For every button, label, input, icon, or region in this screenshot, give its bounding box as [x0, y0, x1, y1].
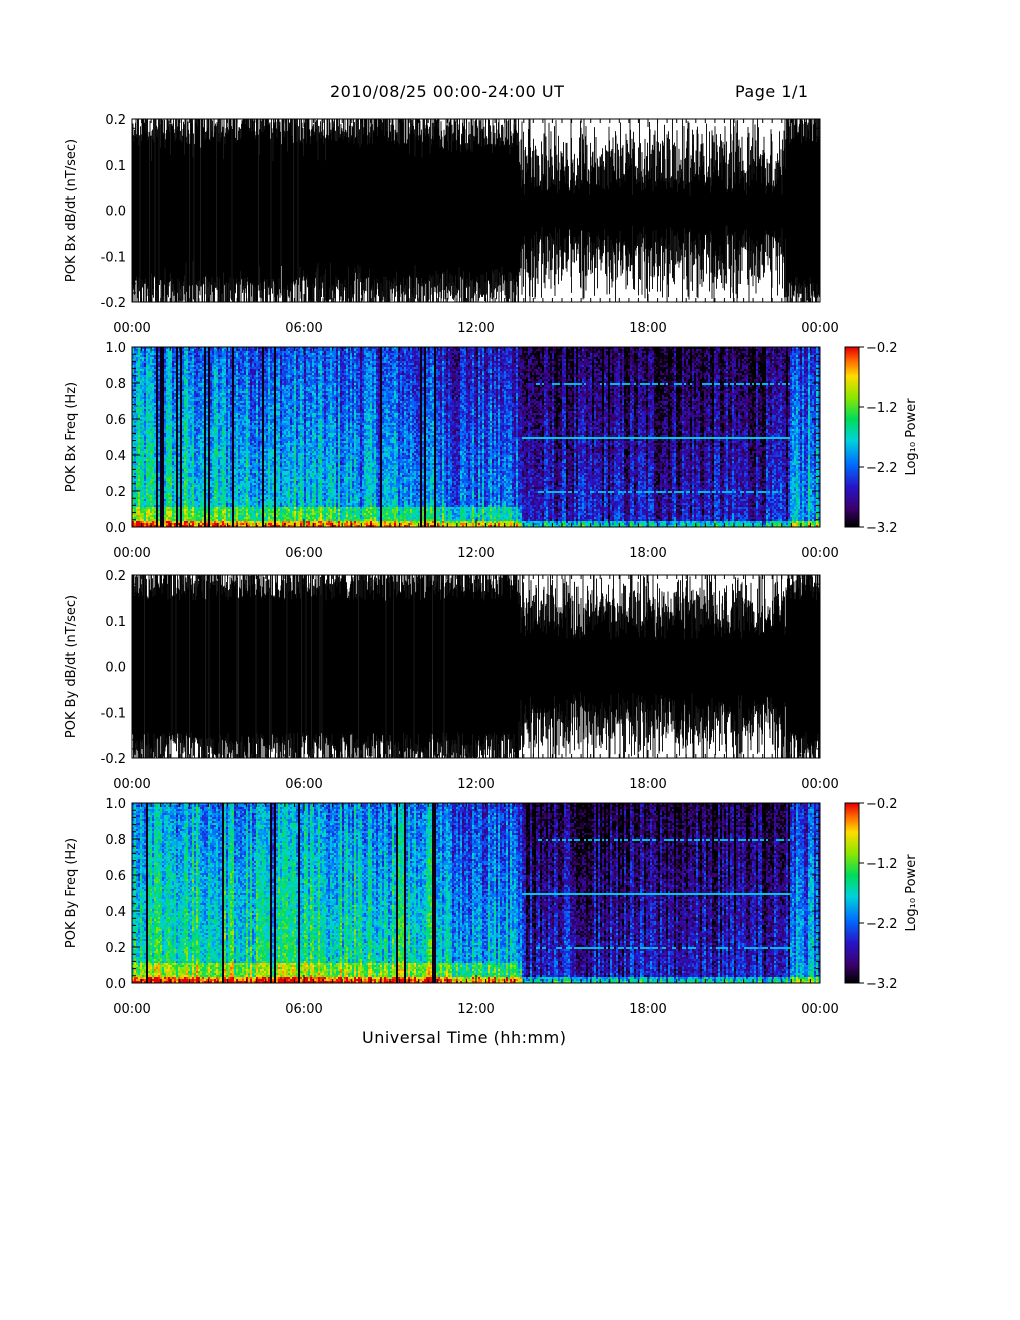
x-tick-label: 00:00 [113, 321, 150, 336]
trace-series-3 [131, 575, 820, 758]
bx-colorbar [845, 347, 859, 527]
x-tick-label: 06:00 [285, 1002, 322, 1017]
x-tick-label: 06:00 [285, 777, 322, 792]
y-tick-label: 0.8 [105, 377, 126, 392]
y-tick-label: -0.2 [101, 296, 126, 311]
y-tick-label: 1.0 [105, 797, 126, 812]
axes-frame-4 [131, 802, 821, 984]
y-tick-label: 0.0 [105, 521, 126, 536]
page-title: 2010/08/25 00:00-24:00 UT [330, 82, 565, 101]
y-axis-label: POK Bx dB/dt (nT/sec) [64, 139, 79, 282]
y-tick-label: 0.0 [105, 661, 126, 676]
bx-spectrogram-heatmap [132, 347, 820, 527]
y-tick-label: 0.2 [105, 569, 126, 584]
x-tick-label: 00:00 [113, 546, 150, 561]
y-tick-label: -0.1 [101, 706, 126, 721]
by-spectrogram-heatmap [132, 803, 820, 983]
colorbar-frame [844, 802, 860, 984]
colorbar-tick-label: −0.2 [866, 797, 898, 812]
x-tick-label: 18:00 [629, 777, 666, 792]
y-axis-label: POK By Freq (Hz) [64, 838, 79, 948]
x-tick-label: 00:00 [113, 1002, 150, 1017]
colorbar-tick-label: −0.2 [866, 341, 898, 356]
y-tick-label: 0.8 [105, 833, 126, 848]
trace-series-1 [131, 119, 820, 302]
x-tick-label: 00:00 [801, 546, 838, 561]
x-tick-label: 00:00 [801, 777, 838, 792]
x-tick-label: 06:00 [285, 546, 322, 561]
colorbar-tick-label: −1.2 [866, 857, 898, 872]
colorbar-label: Log₁₀ Power [904, 398, 919, 476]
x-tick-label: 18:00 [629, 321, 666, 336]
colorbar-label: Log₁₀ Power [904, 854, 919, 932]
y-tick-label: 0.0 [105, 205, 126, 220]
axes-frame-2 [131, 346, 821, 528]
axis-ticks-2 [131, 346, 821, 528]
colorbar-tick-label: −3.2 [866, 977, 898, 992]
y-tick-label: -0.1 [101, 250, 126, 265]
y-axis-label: POK By dB/dt (nT/sec) [64, 595, 79, 738]
y-tick-label: 0.4 [105, 449, 126, 464]
colorbar-tick-label: −1.2 [866, 401, 898, 416]
y-tick-label: 0.2 [105, 941, 126, 956]
axis-ticks-4 [131, 802, 821, 984]
x-tick-label: 18:00 [629, 546, 666, 561]
x-tick-label: 00:00 [801, 1002, 838, 1017]
colorbar-tick-label: −2.2 [866, 461, 898, 476]
y-tick-label: 0.6 [105, 869, 126, 884]
y-tick-label: 0.0 [105, 977, 126, 992]
y-tick-label: 0.2 [105, 113, 126, 128]
y-tick-label: 0.6 [105, 413, 126, 428]
by-colorbar [845, 803, 859, 983]
x-tick-label: 12:00 [457, 546, 494, 561]
y-tick-label: 0.2 [105, 485, 126, 500]
y-tick-label: 0.4 [105, 905, 126, 920]
x-tick-label: 00:00 [113, 777, 150, 792]
y-tick-label: 0.1 [105, 615, 126, 630]
page-number: Page 1/1 [735, 82, 809, 101]
x-tick-label: 00:00 [801, 321, 838, 336]
x-tick-label: 18:00 [629, 1002, 666, 1017]
axis-ticks-3 [131, 574, 821, 759]
y-axis-label: POK Bx Freq (Hz) [64, 382, 79, 492]
y-tick-label: 0.1 [105, 159, 126, 174]
x-tick-label: 06:00 [285, 321, 322, 336]
x-tick-label: 12:00 [457, 777, 494, 792]
y-tick-label: 1.0 [105, 341, 126, 356]
colorbar-frame [844, 346, 860, 528]
x-axis-label: Universal Time (hh:mm) [362, 1028, 567, 1047]
axis-ticks-1 [131, 118, 821, 303]
x-tick-label: 12:00 [457, 1002, 494, 1017]
x-tick-label: 12:00 [457, 321, 494, 336]
colorbar-tick-label: −3.2 [866, 521, 898, 536]
y-tick-label: -0.2 [101, 752, 126, 767]
colorbar-tick-label: −2.2 [866, 917, 898, 932]
